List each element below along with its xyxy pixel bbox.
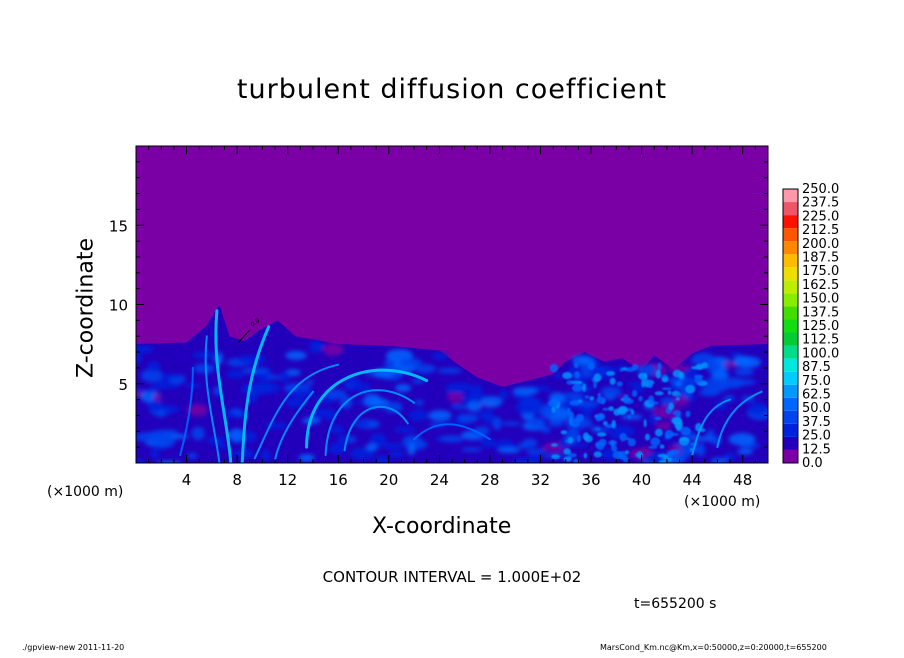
colorbar-swatch	[783, 306, 798, 320]
colorbar-swatch	[783, 332, 798, 346]
colorbar-swatch	[783, 202, 798, 216]
colorbar-label: 225.0	[802, 209, 839, 224]
x-tick-label: 36	[581, 471, 600, 489]
x-tick-label: 24	[430, 471, 449, 489]
colorbar-label: 100.0	[802, 346, 839, 361]
colorbar-swatch	[783, 358, 798, 372]
colorbar-label: 50.0	[802, 401, 831, 416]
colorbar-swatch	[783, 228, 798, 242]
y-tick-label: 15	[109, 217, 128, 235]
colorbar-swatch	[783, 436, 798, 450]
colorbar-swatch	[783, 293, 798, 307]
colorbar-swatch	[783, 449, 798, 463]
colorbar-frame	[782, 188, 799, 464]
x-axis-label: X-coordinate	[372, 514, 512, 539]
x-unit-label-left: (×1000 m)	[47, 484, 124, 500]
colorbar-label: 112.5	[802, 333, 839, 348]
colorbar-label: 12.5	[802, 442, 831, 457]
turbulent-blobs	[548, 361, 709, 463]
x-tick-label: 12	[278, 471, 297, 489]
colorbar-label: 250.0	[802, 182, 839, 197]
x-tick-label: 44	[683, 471, 702, 489]
y-axis-label: Z-coordinate	[73, 238, 99, 378]
colorbar-swatch	[783, 319, 798, 333]
colorbar-swatch	[783, 397, 798, 411]
colorbar-label: 75.0	[802, 374, 831, 389]
colorbar-label: 150.0	[802, 292, 839, 307]
colorbar-swatch	[783, 280, 798, 294]
colorbar-swatch	[783, 423, 798, 437]
contour-interval-text: CONTOUR INTERVAL = 1.000E+02	[322, 568, 582, 586]
colorbar-label: 175.0	[802, 264, 839, 279]
colorbar-label: 25.0	[802, 429, 831, 444]
colorbar-label: 62.5	[802, 388, 831, 403]
colorbar-label: 0.0	[802, 456, 823, 471]
colorbar-label: 137.5	[802, 305, 839, 320]
footer-right: MarsCond_Km.nc@Km,x=0:50000,z=0:20000,t=…	[600, 643, 827, 652]
colorbar-label: 200.0	[802, 237, 839, 252]
colorbar: 0.012.525.037.550.062.575.087.5100.0112.…	[782, 182, 839, 471]
colorbar-swatch	[783, 345, 798, 359]
colorbar-swatch	[783, 189, 798, 203]
chart-title: turbulent diffusion coefficient	[236, 74, 668, 105]
x-tick-label: 16	[329, 471, 348, 489]
x-tick-label: 20	[379, 471, 398, 489]
y-tick-label: 10	[109, 297, 128, 315]
colorbar-swatch	[783, 371, 798, 385]
colorbar-swatch	[783, 254, 798, 268]
contour-line	[238, 329, 251, 343]
x-tick-label: 40	[632, 471, 651, 489]
colorbar-label: 87.5	[802, 360, 831, 375]
time-stamp: t=655200 s	[634, 596, 717, 612]
x-unit-label-right: (×1000 m)	[684, 494, 761, 510]
colorbar-swatch	[783, 267, 798, 281]
contour-label: 0.0	[249, 317, 261, 328]
colorbar-label: 125.0	[802, 319, 839, 334]
x-tick-label: 32	[531, 471, 550, 489]
colorbar-label: 187.5	[802, 251, 839, 266]
x-tick-label: 28	[480, 471, 499, 489]
colorbar-swatch	[783, 384, 798, 398]
colorbar-label: 162.5	[802, 278, 839, 293]
colorbar-swatch	[783, 215, 798, 229]
plot-area: 0.0	[136, 146, 768, 463]
footer-left: ./gpview-new 2011-11-20	[22, 643, 125, 652]
colorbar-label: 237.5	[802, 196, 839, 211]
colorbar-swatch	[783, 410, 798, 424]
colorbar-label: 37.5	[802, 415, 831, 430]
colorbar-label: 212.5	[802, 223, 839, 238]
colorbar-swatch	[783, 241, 798, 255]
x-tick-label: 48	[733, 471, 752, 489]
plume-streaks	[179, 309, 763, 463]
x-tick-label: 8	[232, 471, 242, 489]
y-tick-label: 5	[118, 376, 128, 394]
x-tick-label: 4	[182, 471, 192, 489]
